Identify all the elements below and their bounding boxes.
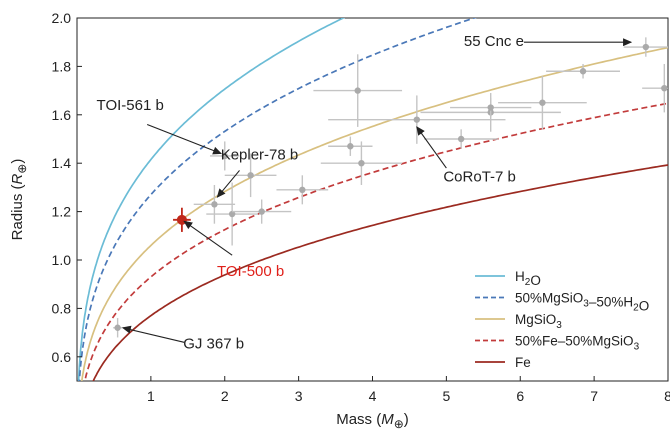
data-point <box>320 141 403 185</box>
point-marker <box>247 172 254 179</box>
data-point <box>206 182 258 246</box>
legend-item: H2O <box>475 269 541 288</box>
legend-item: 50%MgSiO3–50%H2O <box>475 291 649 314</box>
x-axis-label: Mass (M⊕) <box>336 411 409 431</box>
annotation-label: TOI-561 b <box>97 97 164 114</box>
x-tick-label: 7 <box>590 388 598 404</box>
x-tick-label: 3 <box>295 388 303 404</box>
point-marker <box>413 116 421 123</box>
legend-item: 50%Fe–50%MgSiO3 <box>475 334 640 353</box>
curve-1 <box>78 18 477 381</box>
annotation: CoRoT-7 b <box>416 126 516 186</box>
point-marker <box>114 324 121 331</box>
y-axis-label: Radius (R⊕) <box>9 159 29 241</box>
annotation: TOI-500 b <box>183 220 284 280</box>
x-tick-label: 6 <box>516 388 524 404</box>
annotation-arrow <box>216 170 240 198</box>
annotation: 55 Cnc e <box>464 33 633 50</box>
point-marker <box>487 104 494 111</box>
legend-item: Fe <box>475 355 531 370</box>
data-point <box>224 153 277 198</box>
point-marker <box>347 143 354 150</box>
y-tick-label: 1.8 <box>52 58 72 74</box>
annotation-label: TOI-500 b <box>217 263 284 280</box>
data-point <box>209 141 240 171</box>
data-point <box>232 199 292 224</box>
y-tick-label: 1.6 <box>52 107 72 123</box>
legend-label: 50%MgSiO3–50%H2O <box>515 291 649 314</box>
y-tick-label: 1.4 <box>52 155 72 171</box>
legend-label: Fe <box>515 355 531 370</box>
point-marker <box>358 160 365 167</box>
point-marker <box>221 152 228 160</box>
point-marker <box>579 68 587 75</box>
legend-label: 50%Fe–50%MgSiO3 <box>515 334 640 353</box>
annotation-label: Kepler-78 b <box>221 147 299 164</box>
y-tick-label: 1.0 <box>52 252 72 268</box>
annotation-arrow <box>146 123 222 155</box>
data-point <box>313 54 403 127</box>
point-marker <box>211 201 218 208</box>
curve-0 <box>77 18 346 381</box>
x-tick-label: 8 <box>664 388 670 404</box>
curve-4 <box>92 164 668 381</box>
x-tick-label: 5 <box>442 388 450 404</box>
y-tick-label: 0.6 <box>52 349 72 365</box>
plot-area-frame <box>76 17 669 382</box>
point-marker <box>539 99 546 106</box>
data-point <box>328 95 506 144</box>
x-tick-label: 2 <box>221 388 229 404</box>
x-tick-label: 4 <box>369 388 377 404</box>
data-point <box>642 63 668 113</box>
point-marker <box>457 135 465 143</box>
annotation-arrow <box>121 325 185 343</box>
point-marker <box>228 210 236 218</box>
data-point <box>424 129 499 149</box>
x-tick-label: 1 <box>147 388 155 404</box>
highlight-point <box>173 207 191 232</box>
point-marker <box>299 186 306 194</box>
data-point <box>193 184 236 224</box>
annotations-layer: 55 Cnc e TOI-561 b Kepler-78 b CoRoT-7 b TOI… <box>97 33 633 352</box>
curve-3 <box>83 102 668 381</box>
data-point <box>623 37 668 57</box>
annotation: Kepler-78 b <box>216 147 299 198</box>
data-point <box>546 63 620 79</box>
point-marker <box>354 87 361 94</box>
annotation-label: 55 Cnc e <box>464 33 524 50</box>
curves-layer <box>77 18 668 381</box>
y-tick-label: 0.8 <box>52 300 72 316</box>
highlight-marker <box>176 214 187 225</box>
point-marker <box>642 43 650 51</box>
curve-2 <box>80 46 668 381</box>
annotation-arrow <box>183 220 233 256</box>
data-point <box>450 97 532 118</box>
legend-label: H2O <box>515 269 541 288</box>
data-point <box>113 318 123 338</box>
annotation-label: GJ 367 b <box>183 335 244 352</box>
legend-item: MgSiO3 <box>475 312 562 331</box>
annotation: GJ 367 b <box>121 325 244 352</box>
data-point <box>328 136 373 156</box>
annotation-label: CoRoT-7 b <box>443 169 516 186</box>
annotation: TOI-561 b <box>97 97 222 155</box>
data-point <box>498 76 587 130</box>
point-marker <box>661 84 668 92</box>
y-tick-label: 2.0 <box>52 10 72 26</box>
legend-label: MgSiO3 <box>515 312 562 331</box>
points-layer <box>113 37 668 338</box>
ticks-layer: 1 2 3 4 5 6 7 8 0.6 0.8 1.0 1.2 1.4 1.6 1.8 2.0 <box>52 10 670 404</box>
data-point <box>276 175 329 205</box>
point-marker <box>258 208 265 215</box>
y-tick-label: 1.2 <box>52 204 72 220</box>
annotation-arrow <box>416 126 447 169</box>
